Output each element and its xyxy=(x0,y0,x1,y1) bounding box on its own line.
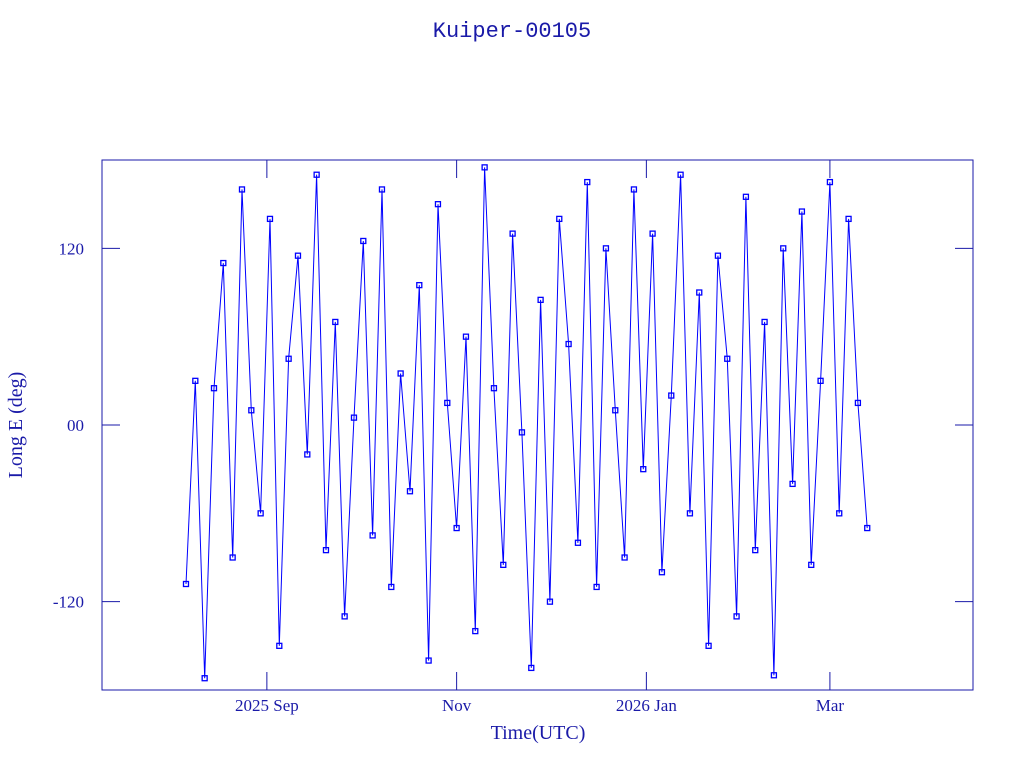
data-point xyxy=(294,252,302,259)
data-point xyxy=(518,429,526,436)
data-point xyxy=(612,407,619,414)
data-point xyxy=(714,252,722,259)
y-tick-label: 120 xyxy=(59,239,85,258)
data-point xyxy=(238,186,246,193)
data-point xyxy=(360,237,367,245)
data-point xyxy=(808,561,815,569)
data-point xyxy=(854,399,862,407)
data-point xyxy=(182,580,190,588)
data-point xyxy=(817,377,824,384)
data-point xyxy=(537,296,544,304)
y-axis-label: Long E (deg) xyxy=(5,372,27,479)
data-point xyxy=(677,171,684,178)
x-tick-label: Mar xyxy=(816,696,845,715)
data-point xyxy=(668,392,675,399)
data-point xyxy=(826,178,834,186)
data-point xyxy=(798,208,806,215)
data-point xyxy=(509,230,516,237)
data-point xyxy=(686,510,694,517)
data-point xyxy=(201,675,208,682)
data-point xyxy=(705,642,712,649)
chart-title: Kuiper-00105 xyxy=(433,19,591,44)
data-point xyxy=(350,414,358,421)
data-point xyxy=(640,466,647,473)
data-point xyxy=(425,657,432,664)
data-point xyxy=(313,171,320,178)
x-tick-label: 2026 Jan xyxy=(616,696,677,715)
data-point xyxy=(229,554,236,561)
data-point xyxy=(752,546,759,554)
data-point xyxy=(528,664,535,672)
data-point xyxy=(565,340,572,348)
data-point xyxy=(248,407,255,414)
data-point xyxy=(257,510,264,517)
data-point xyxy=(210,385,218,392)
data-point xyxy=(546,598,554,605)
data-point xyxy=(742,193,750,200)
data-point xyxy=(733,613,740,620)
data-point xyxy=(406,488,414,495)
data-point xyxy=(481,164,488,171)
data-point xyxy=(341,613,348,620)
data-point xyxy=(770,672,778,679)
data-point xyxy=(696,289,703,296)
data-point xyxy=(630,186,638,193)
data-point xyxy=(845,215,852,223)
data-point xyxy=(490,385,498,392)
data-point xyxy=(444,399,451,407)
data-point xyxy=(369,532,376,539)
data-point xyxy=(789,480,796,488)
data-point xyxy=(602,245,610,252)
data-point xyxy=(658,569,666,576)
data-point xyxy=(836,510,843,517)
data-line xyxy=(185,167,868,679)
data-point xyxy=(192,377,199,384)
data-point xyxy=(378,186,386,193)
x-tick-label: Nov xyxy=(442,696,472,715)
data-point xyxy=(761,318,768,326)
y-tick-label: 00 xyxy=(67,416,84,435)
data-point xyxy=(621,554,628,561)
data-point xyxy=(864,524,871,532)
data-point xyxy=(220,259,227,267)
data-point xyxy=(472,627,479,635)
data-point xyxy=(266,215,274,223)
x-axis-label: Time(UTC) xyxy=(491,722,586,744)
data-point xyxy=(724,355,731,362)
data-point xyxy=(780,245,787,252)
data-point xyxy=(574,539,582,546)
data-point xyxy=(322,546,330,554)
data-point xyxy=(276,642,283,649)
data-point xyxy=(500,561,507,569)
x-tick-label: 2025 Sep xyxy=(235,696,299,715)
data-point xyxy=(593,583,600,591)
data-point xyxy=(397,370,404,377)
y-tick-label: -120 xyxy=(53,593,84,612)
data-point xyxy=(462,333,470,340)
data-point xyxy=(649,230,656,237)
data-point xyxy=(584,178,591,186)
data-point xyxy=(556,215,563,223)
data-point xyxy=(388,583,395,591)
data-point xyxy=(304,451,311,458)
data-point xyxy=(434,201,442,208)
data-point xyxy=(332,318,339,326)
data-point xyxy=(285,355,292,362)
data-point xyxy=(416,281,423,289)
data-point xyxy=(453,524,460,532)
